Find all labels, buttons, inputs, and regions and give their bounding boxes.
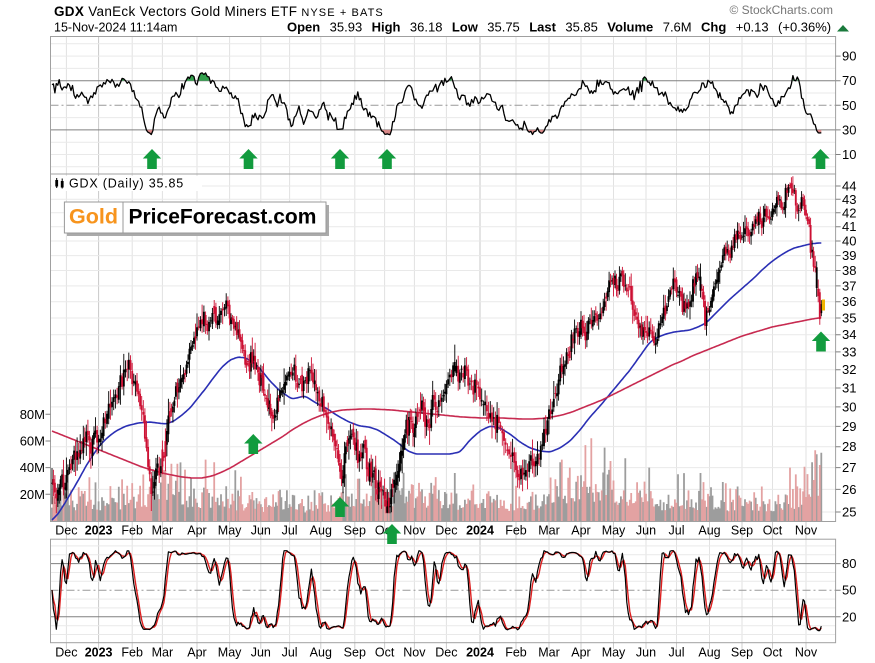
svg-text:70: 70 (842, 73, 856, 88)
svg-text:Dec: Dec (435, 646, 457, 660)
svg-text:Jun: Jun (251, 524, 271, 538)
svg-text:38: 38 (842, 263, 856, 278)
svg-text:2024: 2024 (466, 524, 494, 538)
svg-text:May: May (602, 646, 626, 660)
svg-text:Feb: Feb (505, 646, 527, 660)
svg-text:Open 35.93 High 36.18 Low 35.7: Open 35.93 High 36.18 Low 35.75 Last 35.… (287, 20, 831, 35)
svg-text:Nov: Nov (403, 646, 426, 660)
svg-text:2023: 2023 (85, 646, 113, 660)
svg-text:35: 35 (842, 311, 856, 326)
svg-text:GDX VanEck Vectors Gold Miners: GDX VanEck Vectors Gold Miners ETF NYSE … (54, 4, 384, 19)
svg-text:Oct: Oct (763, 524, 783, 538)
svg-text:28: 28 (842, 439, 856, 454)
svg-text:Feb: Feb (505, 524, 527, 538)
svg-text:Aug: Aug (310, 646, 332, 660)
svg-text:Apr: Apr (571, 524, 590, 538)
svg-text:90: 90 (842, 49, 856, 64)
svg-text:Jul: Jul (282, 646, 298, 660)
svg-text:Oct: Oct (375, 646, 395, 660)
svg-text:20: 20 (842, 609, 856, 624)
svg-text:Nov: Nov (403, 524, 426, 538)
svg-text:Mar: Mar (538, 646, 560, 660)
svg-text:Sep: Sep (344, 524, 366, 538)
svg-text:2024: 2024 (466, 646, 494, 660)
svg-text:30: 30 (842, 399, 856, 414)
svg-text:Feb: Feb (121, 524, 143, 538)
svg-text:Aug: Aug (310, 524, 332, 538)
svg-text:37: 37 (842, 278, 856, 293)
svg-text:29: 29 (842, 419, 856, 434)
svg-text:Dec: Dec (435, 524, 457, 538)
svg-text:Aug: Aug (698, 524, 720, 538)
svg-text:32: 32 (842, 362, 856, 377)
svg-text:Apr: Apr (571, 646, 590, 660)
svg-text:15-Nov-2024 11:14am: 15-Nov-2024 11:14am (54, 21, 177, 35)
svg-text:33: 33 (842, 344, 856, 359)
svg-text:Dec: Dec (55, 524, 77, 538)
svg-text:© StockCharts.com: © StockCharts.com (729, 3, 833, 17)
svg-text:Jun: Jun (636, 524, 656, 538)
svg-text:60M: 60M (20, 434, 45, 449)
svg-text:80M: 80M (20, 407, 45, 422)
svg-text:Mar: Mar (538, 524, 560, 538)
svg-text:Jul: Jul (669, 524, 685, 538)
svg-text:May: May (218, 646, 242, 660)
svg-text:Apr: Apr (187, 646, 206, 660)
svg-text:44: 44 (842, 179, 856, 194)
svg-text:Sep: Sep (731, 524, 753, 538)
svg-text:50: 50 (842, 98, 856, 113)
svg-text:Jun: Jun (636, 646, 656, 660)
svg-text:Nov: Nov (795, 646, 818, 660)
svg-text:Jul: Jul (669, 646, 685, 660)
svg-text:Aug: Aug (698, 646, 720, 660)
svg-text:PriceForecast.com: PriceForecast.com (129, 206, 317, 229)
svg-text:Apr: Apr (187, 524, 206, 538)
svg-text:40M: 40M (20, 460, 45, 475)
svg-text:42: 42 (842, 205, 856, 220)
svg-text:41: 41 (842, 219, 856, 234)
svg-text:43: 43 (842, 192, 856, 207)
svg-text:Mar: Mar (152, 646, 174, 660)
svg-text:Sep: Sep (731, 646, 753, 660)
svg-text:50: 50 (842, 583, 856, 598)
svg-text:39: 39 (842, 248, 856, 263)
svg-text:25: 25 (842, 505, 856, 520)
svg-text:Jul: Jul (282, 524, 298, 538)
svg-text:40: 40 (842, 234, 856, 249)
svg-text:26: 26 (842, 482, 856, 497)
svg-text:30: 30 (842, 122, 856, 137)
svg-text:May: May (218, 524, 242, 538)
svg-text:Mar: Mar (152, 524, 174, 538)
svg-text:36: 36 (842, 294, 856, 309)
svg-text:Feb: Feb (121, 646, 143, 660)
svg-text:Dec: Dec (55, 646, 77, 660)
svg-text:Nov: Nov (795, 524, 818, 538)
svg-text:20M: 20M (20, 487, 45, 502)
svg-text:80: 80 (842, 556, 856, 571)
svg-text:GDX (Daily) 35.85: GDX (Daily) 35.85 (69, 177, 184, 191)
svg-text:Gold: Gold (69, 205, 118, 229)
svg-text:31: 31 (842, 381, 856, 396)
svg-text:Oct: Oct (763, 646, 783, 660)
svg-text:10: 10 (842, 147, 856, 162)
svg-text:27: 27 (842, 460, 856, 475)
svg-text:Sep: Sep (344, 646, 366, 660)
svg-text:Jun: Jun (251, 646, 271, 660)
svg-text:34: 34 (842, 327, 856, 342)
svg-text:2023: 2023 (85, 524, 113, 538)
svg-text:May: May (602, 524, 626, 538)
